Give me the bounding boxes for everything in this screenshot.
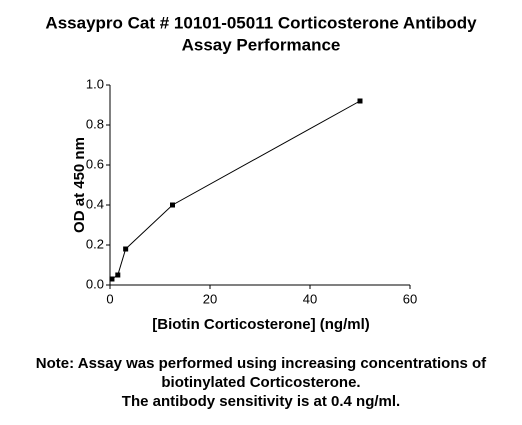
chart-title: Assay Performance — [182, 35, 341, 54]
x-tick-label: 40 — [303, 291, 317, 306]
y-tick-label: 1.0 — [86, 76, 104, 91]
y-tick-label: 0.8 — [86, 116, 104, 131]
data-line — [111, 100, 361, 280]
data-point — [357, 98, 363, 104]
note: The antibody sensitivity is at 0.4 ng/ml… — [122, 393, 400, 410]
x-tick-label: 20 — [203, 291, 217, 306]
y-tick-label: 0.2 — [86, 236, 104, 251]
data-point — [109, 276, 115, 282]
data-point — [123, 246, 129, 252]
y-tick-label: 0.6 — [86, 156, 104, 171]
y-tick-label: 0.4 — [86, 196, 104, 211]
chart-title: Assaypro Cat # 10101-05011 Corticosteron… — [45, 13, 477, 32]
x-axis-label: [Biotin Corticosterone] (ng/ml) — [152, 316, 370, 333]
note: Note: Assay was performed using increasi… — [36, 355, 487, 372]
data-point — [115, 272, 121, 278]
data-point — [170, 202, 175, 208]
x-tick-label: 60 — [403, 291, 417, 306]
y-axis-label: OD at 450 nm — [71, 137, 88, 233]
x-tick-label: 0 — [106, 291, 113, 306]
note: biotinylated Corticosterone. — [161, 374, 360, 391]
y-tick-label: 0.0 — [86, 276, 104, 291]
